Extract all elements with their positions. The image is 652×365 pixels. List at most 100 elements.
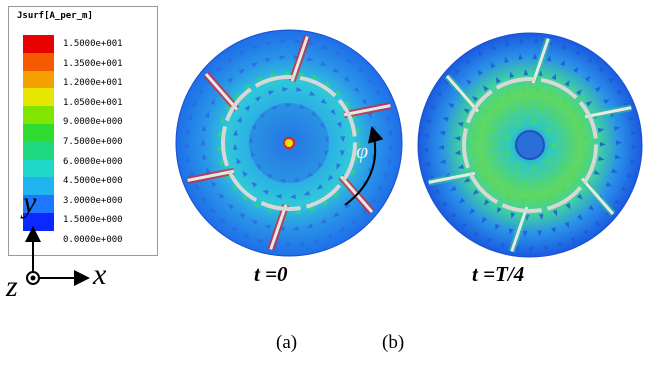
field-arrow	[579, 122, 586, 127]
field-arrow	[201, 196, 208, 203]
field-arrow	[576, 193, 583, 200]
field-arrow	[509, 177, 515, 185]
field-arrow	[241, 195, 249, 201]
field-arrow	[266, 208, 273, 214]
field-arrow	[333, 191, 340, 198]
field-arrow	[583, 136, 590, 141]
phi-symbol: φ	[356, 138, 369, 163]
field-arrow	[237, 116, 242, 123]
field-arrow	[583, 150, 590, 155]
field-arrow	[457, 164, 465, 169]
field-arrow	[320, 218, 327, 224]
field-arrow	[506, 193, 512, 201]
field-arrow	[433, 188, 440, 194]
legend-tick-label: 1.0500e+001	[63, 97, 123, 108]
sub-label-a: (a)	[276, 332, 298, 353]
field-arrow	[388, 145, 394, 152]
field-arrow	[340, 150, 345, 157]
field-arrow	[320, 61, 327, 66]
field-arrow	[366, 77, 373, 84]
slot-line	[445, 74, 480, 113]
field-arrow	[465, 58, 471, 65]
field-arrow	[477, 69, 483, 76]
field-arrow	[519, 37, 524, 44]
field-arrow	[439, 159, 446, 164]
legend-swatch	[23, 52, 54, 71]
field-arrow	[522, 230, 528, 237]
field-arrow	[463, 177, 471, 183]
field-arrow	[187, 113, 193, 121]
field-arrow	[552, 209, 558, 217]
field-arrow	[588, 205, 595, 211]
field-arrow	[294, 209, 301, 215]
field-arrow	[594, 220, 601, 227]
field-arrow	[510, 212, 516, 219]
field-arrow	[597, 128, 605, 133]
field-arrow	[312, 74, 319, 80]
field-arrow	[265, 57, 272, 63]
field-arrow	[557, 242, 562, 249]
field-arrow	[275, 194, 282, 199]
field-arrow	[497, 207, 502, 214]
legend-swatch	[23, 159, 54, 178]
field-arrow	[262, 190, 269, 195]
field-arrow	[469, 208, 476, 215]
field-arrow	[473, 230, 480, 238]
field-arrow	[585, 101, 592, 107]
field-arrow	[577, 214, 583, 221]
field-arrow	[423, 161, 431, 167]
field-arrow	[576, 89, 582, 96]
field-arrow	[551, 73, 556, 80]
field-arrow	[600, 142, 606, 147]
field-arrow	[267, 90, 275, 96]
field-arrow	[233, 143, 238, 150]
field-arrow	[191, 100, 197, 107]
field-arrow	[185, 127, 190, 134]
field-arrow	[374, 89, 380, 97]
field-arrow	[438, 130, 446, 136]
field-disk-a	[175, 29, 403, 257]
field-arrow	[520, 198, 525, 205]
field-arrow	[210, 207, 216, 214]
field-arrow	[256, 77, 263, 83]
field-arrow	[482, 175, 489, 182]
field-arrow	[552, 142, 558, 148]
legend-swatch	[23, 35, 54, 53]
field-arrow	[614, 126, 621, 131]
legend-tick-label: 9.0000e+000	[63, 117, 123, 128]
field-arrow	[573, 66, 579, 73]
field-arrow	[186, 156, 192, 163]
field-arrow	[548, 194, 553, 201]
field-arrow	[206, 167, 211, 174]
field-arrow	[367, 112, 372, 119]
legend-tick-label: 1.2000e+001	[63, 78, 123, 89]
field-arrow	[357, 67, 364, 73]
field-arrow	[454, 68, 460, 75]
field-arrow	[551, 110, 557, 117]
field-arrow	[219, 218, 226, 224]
z-axis-dot	[30, 275, 36, 281]
field-arrow	[442, 117, 449, 122]
legend-title: Jsurf[A_per_m]	[17, 11, 93, 21]
field-arrow	[490, 61, 496, 69]
field-arrow	[296, 87, 303, 92]
field-arrow	[387, 130, 393, 138]
field-arrow	[351, 218, 358, 225]
field-arrow	[561, 43, 566, 50]
field-arrow	[605, 181, 613, 187]
field-arrow	[211, 180, 217, 188]
ring-b	[462, 77, 598, 213]
field-arrow	[496, 77, 501, 84]
field-arrow	[564, 80, 570, 87]
field-arrow	[384, 172, 389, 180]
field-arrow	[292, 226, 299, 231]
field-arrow	[435, 92, 443, 98]
field-arrow	[210, 98, 215, 106]
legend-tick-label: 1.5000e+001	[63, 39, 123, 49]
field-arrow	[204, 111, 210, 118]
field-arrow	[465, 79, 472, 85]
field-arrow	[217, 144, 222, 151]
field-arrow	[351, 169, 356, 176]
legend-swatch	[23, 177, 54, 196]
